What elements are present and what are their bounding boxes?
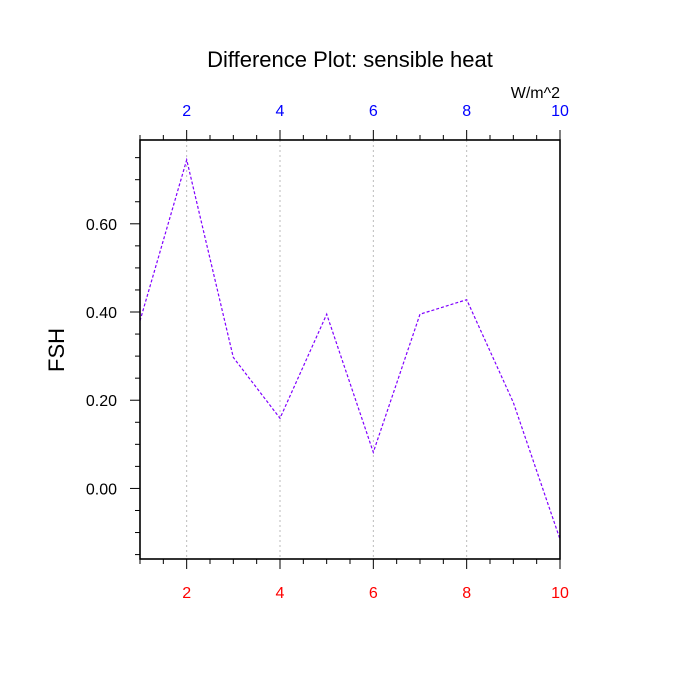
x-tick-label-bottom: 10	[551, 585, 569, 602]
y-tick-label: 0.20	[86, 393, 117, 410]
plot-frame	[139, 139, 561, 560]
x-tick-label-bottom: 8	[462, 585, 471, 602]
grid-lines	[186, 140, 468, 559]
series-line-1	[139, 157, 561, 540]
bottom-x-tick-labels: 2 4 6 8 10	[182, 585, 569, 602]
x-tick-label-top: 6	[369, 103, 378, 120]
x-tick-label-top: 4	[276, 103, 285, 120]
y-tick-label: 0.00	[86, 481, 117, 498]
x-tick-label-bottom: 4	[276, 585, 285, 602]
x-tick-label-bottom: 2	[182, 585, 191, 602]
top-x-tick-labels: 2 4 6 8 10	[182, 103, 569, 120]
x-tick-label-top: 10	[551, 103, 569, 120]
series-layer	[139, 157, 561, 540]
y-axis-label: FSH	[44, 328, 69, 372]
axis-ticks	[130, 130, 561, 569]
units-label: W/m^2	[511, 85, 560, 102]
x-tick-label-top: 8	[462, 103, 471, 120]
y-tick-label: 0.40	[86, 305, 117, 322]
chart-title: Difference Plot: sensible heat	[207, 47, 493, 72]
x-tick-label-top: 2	[182, 103, 191, 120]
x-tick-label-bottom: 6	[369, 585, 378, 602]
y-tick-labels: 0.00 0.20 0.40 0.60	[86, 217, 117, 499]
y-tick-label: 0.60	[86, 217, 117, 234]
